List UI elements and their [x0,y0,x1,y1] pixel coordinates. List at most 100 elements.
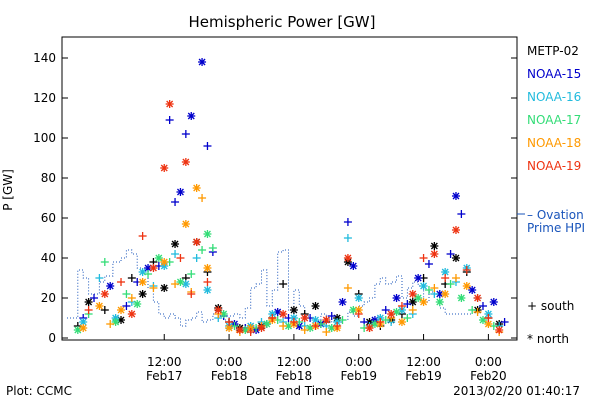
north-point [311,302,320,310]
south-point [500,318,509,326]
south-point [100,306,109,314]
north-point [495,326,504,334]
north-point [343,254,352,262]
north-point [117,306,126,314]
legend-noaa-18: NOAA-18 [527,136,581,150]
south-point [84,306,93,314]
north-point [192,238,201,246]
south-point [127,274,136,282]
legend-noaa-17: NOAA-17 [527,113,581,127]
north-point [100,290,109,298]
y-axis-label: P [GW] [1,169,15,211]
north-point [430,242,439,250]
south-point [122,302,131,310]
north-point [322,316,331,324]
south-point [343,234,352,242]
south-point [279,322,288,330]
chart-title: Hemispheric Power [GW] [189,13,376,31]
south-point [171,280,180,288]
x-tick-time-label: 0:00 [345,355,372,369]
south-point [171,250,180,258]
north-point [181,158,190,166]
south-point [322,328,331,336]
north-point [262,320,271,328]
south-point [100,258,109,266]
south-point [424,286,433,294]
south-point [327,312,336,320]
north-point [171,240,180,248]
south-point [138,232,147,240]
north-point [95,302,104,310]
north-point [192,184,201,192]
y-tick-label: 60 [41,211,56,225]
north-point [181,220,190,228]
x-tick-time-label: 0:00 [475,355,502,369]
legend-noaa-19: NOAA-19 [527,159,581,173]
south-point [451,274,460,282]
north-point [138,268,147,276]
legend: METP-02 NOAA-15 NOAA-16 NOAA-17 NOAA-18 … [527,44,585,346]
south-point [478,302,487,310]
north-point [468,286,477,294]
south-point [403,300,412,308]
y-tick-label: 20 [41,291,56,305]
south-point [187,290,196,298]
legend-north: * north [527,332,569,346]
north-point [279,310,288,318]
south-point [441,274,450,282]
south-point [144,270,153,278]
north-point [414,274,423,282]
north-point [289,306,298,314]
north-point [187,112,196,120]
north-point [300,314,309,322]
footer-x-axis-label: Date and Time [246,384,334,398]
south-point [90,294,99,302]
north-point [106,282,115,290]
south-point [225,318,234,326]
south-point [354,310,363,318]
south-point [192,254,201,262]
south-point [165,116,174,124]
south-point [149,284,158,292]
south-point [208,244,217,252]
south-point [333,322,342,330]
legend-noaa-15: NOAA-15 [527,67,581,81]
north-point [165,100,174,108]
north-point [160,284,169,292]
south-point [176,254,185,262]
ovation-layer [67,213,525,327]
north-point [408,290,417,298]
legend-ovation-line2: Prime HPI [527,221,585,235]
north-point [127,310,136,318]
y-tick-label: 40 [41,251,56,265]
legend-south: + south [527,299,574,313]
south-point [381,306,390,314]
south-point [397,302,406,310]
north-point [111,318,120,326]
south-point [446,250,455,258]
south-point [430,284,439,292]
y-tick-label: 140 [33,51,56,65]
north-point [451,226,460,234]
south-point [279,280,288,288]
north-point [387,310,396,318]
south-point [343,284,352,292]
legend-ovation-line1: – Ovation [527,208,584,222]
north-point [451,192,460,200]
north-point [84,298,93,306]
south-point [468,306,477,314]
north-point [225,324,234,332]
y-tick-label: 0 [48,331,56,345]
footer-timestamp: 2013/02/20 01:40:17 [453,384,580,398]
north-point [203,286,212,294]
plot-frame [61,36,518,341]
legend-noaa-16: NOAA-16 [527,90,581,104]
footer-plot-credit: Plot: CCMC [6,384,72,398]
south-point [419,254,428,262]
south-point [171,198,180,206]
y-tick-label: 80 [41,171,56,185]
north-point [176,188,185,196]
south-point [484,314,493,322]
x-tick-date-label: Feb18 [276,369,313,383]
